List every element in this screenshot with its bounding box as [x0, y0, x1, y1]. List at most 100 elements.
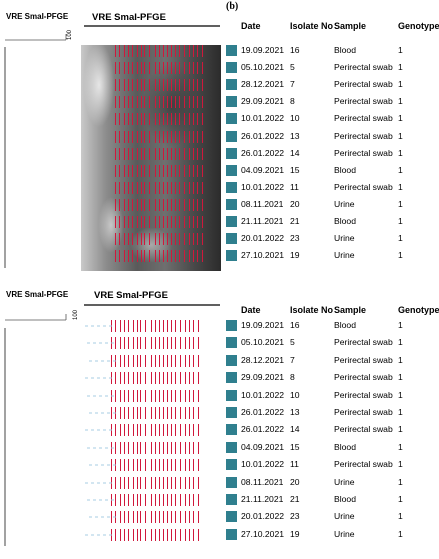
gel-band: [179, 79, 181, 92]
cell-date: 19.09.2021: [241, 320, 285, 330]
faint-band: [91, 325, 94, 327]
gel-band: [197, 96, 198, 109]
gel-band: [198, 320, 200, 332]
gel-band: [167, 233, 169, 246]
gel-band: [132, 181, 133, 194]
faint-band: [111, 499, 114, 501]
cell-date: 08.11.2021: [241, 476, 284, 487]
cell-genotype: 1: [398, 79, 403, 90]
gel-band: [193, 407, 194, 419]
gel-band: [171, 216, 173, 228]
gel-band: [128, 494, 129, 506]
gel-band: [128, 337, 129, 350]
gel-band: [119, 113, 120, 126]
faint-band: [107, 412, 110, 414]
gel-band: [159, 181, 161, 194]
gel-band: [155, 354, 157, 367]
gel-band: [141, 216, 143, 228]
gel-band: [171, 354, 173, 367]
faint-band: [113, 412, 116, 414]
gel-band: [175, 96, 177, 109]
gel-band: [180, 511, 181, 524]
isolate-marker: [226, 45, 237, 56]
gel-band: [163, 147, 164, 160]
gel-band: [137, 320, 139, 332]
gel-band: [159, 441, 160, 454]
gel-band: [189, 250, 191, 263]
gel-band: [202, 250, 204, 263]
dendrogram-title: VRE SmaI-PFGE: [6, 12, 69, 21]
gel-lane: [81, 389, 221, 403]
gel-band: [189, 494, 191, 506]
gel-band: [202, 96, 204, 109]
gel-band: [175, 216, 177, 228]
gel-band: [128, 79, 130, 92]
gel-band: [185, 511, 187, 524]
cell-sample: Perirectal swab: [334, 424, 393, 435]
gel-title: VRE SmaI-PFGE: [94, 290, 168, 301]
gel-band: [155, 424, 157, 437]
gel-band: [167, 476, 169, 489]
gel-band: [189, 528, 191, 541]
gel-band: [144, 62, 145, 75]
gel-band: [149, 233, 151, 246]
gel-band: [155, 337, 157, 350]
faint-band: [97, 533, 100, 536]
gel-lane: [81, 493, 221, 507]
gel-band: [163, 96, 164, 109]
gel-band: [128, 354, 129, 367]
gel-band: [128, 45, 130, 57]
gel-band: [111, 494, 113, 506]
cell-isolate: 23: [290, 233, 300, 244]
gel-band: [184, 233, 185, 246]
cell-isolate: 15: [290, 164, 300, 175]
cell-isolate: 20: [290, 476, 300, 487]
gel-band: [115, 354, 116, 367]
gel-band: [193, 337, 194, 350]
gel-band: [140, 459, 141, 472]
gel-band: [185, 389, 187, 402]
gel-band: [163, 528, 165, 541]
gel-band: [144, 96, 145, 109]
gel-band: [111, 476, 113, 489]
gel-photo-panel: (b) VRE SmaI-PFGE VRE SmaI-PFGE 100 Date…: [0, 0, 439, 275]
cell-sample: Urine: [334, 233, 355, 244]
gel-band: [159, 459, 160, 472]
gel-band: [180, 441, 181, 454]
gel-lane: [81, 232, 221, 246]
gel-band: [163, 216, 164, 228]
gel-band: [115, 181, 117, 194]
gel-band: [184, 62, 185, 75]
cell-date: 05.10.2021: [241, 337, 285, 348]
gel-band: [175, 233, 177, 246]
faint-band: [107, 464, 110, 467]
faint-band: [101, 464, 104, 467]
gel-band: [185, 441, 187, 454]
gel-band: [137, 130, 139, 143]
gel-band: [193, 511, 194, 524]
cell-date: 20.01.2022: [241, 511, 285, 522]
cell-genotype: 1: [398, 476, 403, 487]
gel-band: [137, 337, 139, 350]
cell-genotype: 1: [398, 511, 403, 522]
gel-band: [119, 147, 120, 160]
cell-date: 10.01.2022: [241, 113, 285, 124]
faint-band: [85, 533, 88, 536]
gel-band: [155, 198, 157, 211]
scale-label: 100: [73, 309, 79, 320]
isolate-marker: [226, 181, 237, 193]
gel-band: [189, 181, 191, 194]
header-sample: Sample: [334, 305, 367, 315]
gel-band: [202, 181, 204, 194]
gel-band: [155, 407, 157, 419]
gel-band: [115, 250, 117, 263]
gel-band: [137, 250, 139, 263]
gel-band: [163, 45, 164, 57]
gel-band: [137, 79, 139, 92]
gel-band: [171, 476, 173, 489]
faint-band: [85, 377, 88, 380]
faint-band: [87, 446, 90, 449]
gel-band: [171, 96, 173, 109]
gel-band: [175, 198, 177, 211]
gel-band: [128, 407, 129, 419]
